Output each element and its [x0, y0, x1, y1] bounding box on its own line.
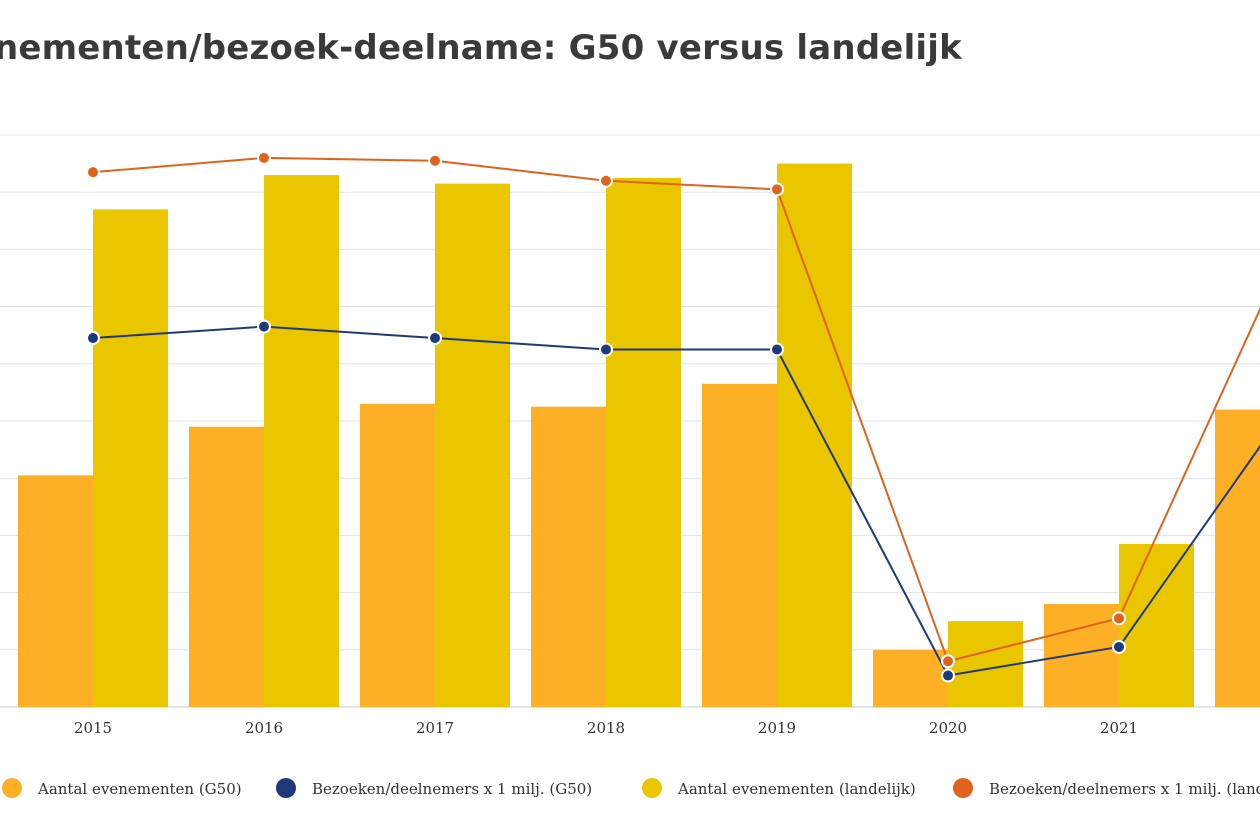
legend: Aantal evenementen (G50) Bezoeken/deelnem… — [2, 778, 1260, 798]
legend-label: Bezoeken/deelnemers x 1 milj. (landelijk… — [989, 780, 1260, 798]
bars — [18, 163, 1260, 708]
bar — [93, 209, 168, 708]
data-point — [1112, 639, 1126, 654]
bar — [435, 183, 510, 707]
x-tick-label: 2017 — [416, 719, 454, 737]
bar — [777, 163, 852, 708]
chart-title: nementen/bezoek-deelname: G50 versus lan… — [0, 28, 962, 68]
bar — [1215, 409, 1260, 707]
data-point — [599, 173, 613, 188]
data-point — [1112, 611, 1126, 626]
data-point — [599, 342, 613, 357]
data-point — [941, 668, 955, 683]
data-point — [86, 165, 100, 180]
data-point — [257, 319, 271, 334]
bar — [702, 383, 777, 707]
x-tick-label: 2021 — [1100, 719, 1138, 737]
x-tick-label: 2019 — [758, 719, 796, 737]
points — [86, 150, 1126, 683]
legend-marker — [2, 778, 22, 798]
x-axis-ticks: 20152016201720182019202020212022 — [74, 719, 1138, 737]
legend-marker — [953, 778, 973, 798]
data-point — [941, 654, 955, 669]
bar — [264, 175, 339, 708]
legend-marker — [276, 778, 296, 798]
bar — [18, 475, 93, 707]
legend-label: Aantal evenementen (landelijk) — [677, 780, 916, 798]
bar — [189, 426, 264, 707]
x-tick-label: 2018 — [587, 719, 625, 737]
legend-label: Bezoeken/deelnemers x 1 milj. (G50) — [312, 780, 592, 798]
data-point — [428, 153, 442, 168]
x-tick-label: 2016 — [245, 719, 283, 737]
lines — [92, 156, 1260, 677]
bar — [606, 177, 681, 707]
bar — [1119, 543, 1194, 707]
data-point — [257, 150, 271, 165]
series-line — [92, 325, 1260, 677]
legend-label: Aantal evenementen (G50) — [37, 780, 242, 798]
bar — [360, 403, 435, 707]
data-point — [770, 342, 784, 357]
x-tick-label: 2020 — [929, 719, 967, 737]
bar — [531, 406, 606, 707]
x-tick-label: 2015 — [74, 719, 112, 737]
series-line — [92, 156, 1260, 663]
data-point — [428, 331, 442, 346]
data-point — [86, 331, 100, 346]
bar — [1044, 604, 1119, 707]
legend-marker — [642, 778, 662, 798]
bar — [873, 649, 948, 707]
data-point — [770, 182, 784, 197]
